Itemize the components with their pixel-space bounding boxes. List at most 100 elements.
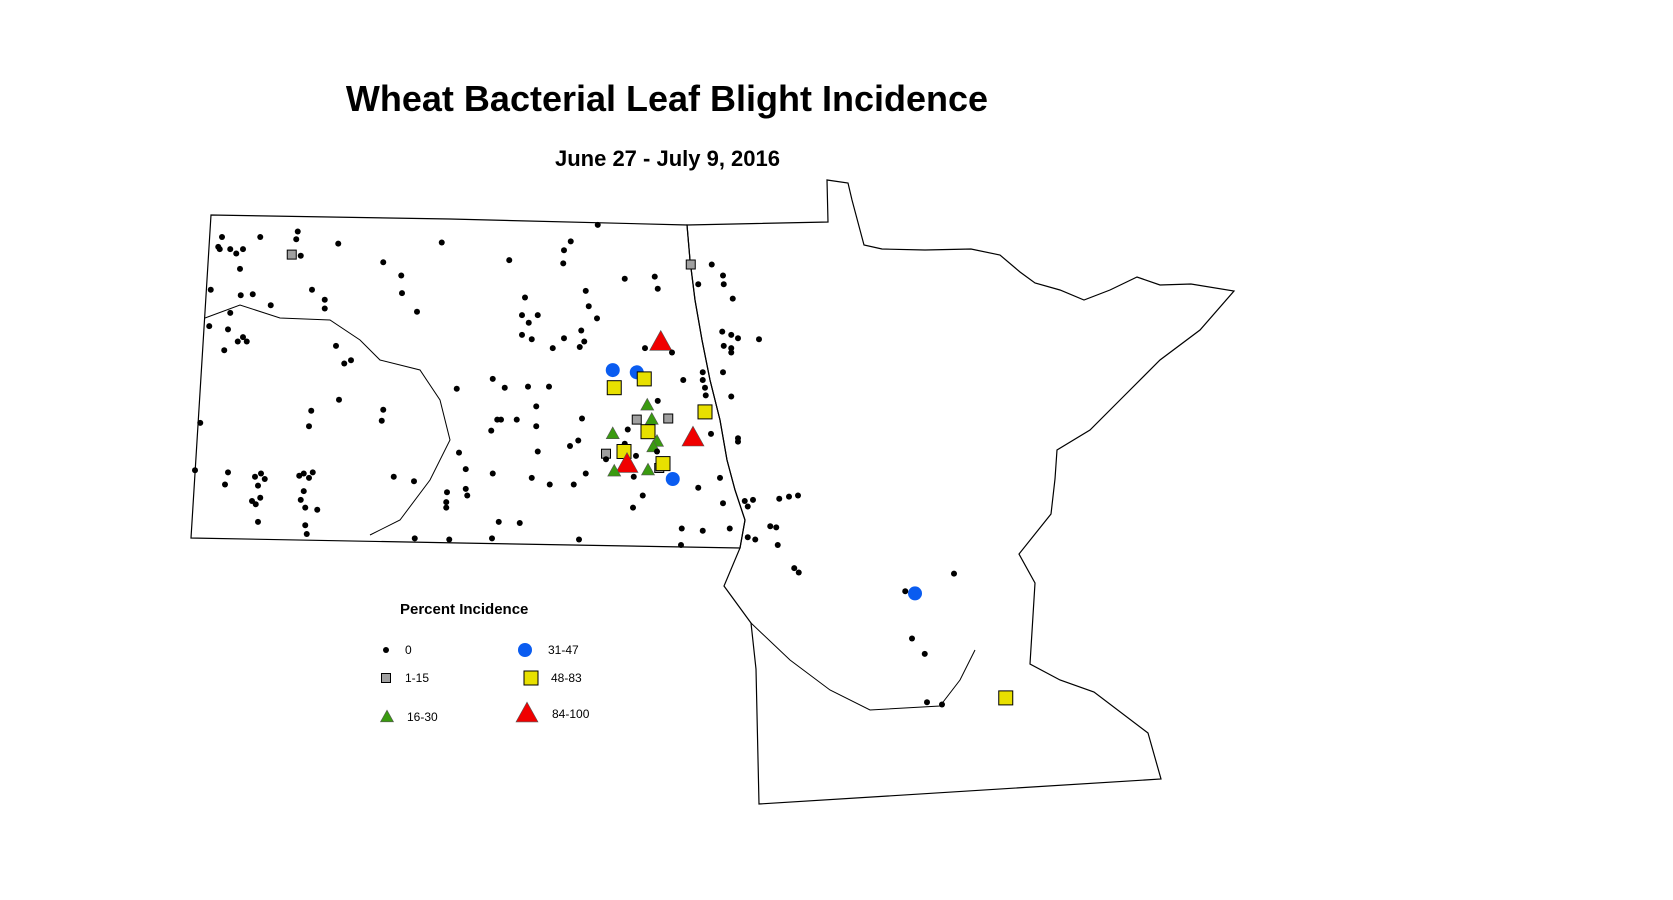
survey-point-square — [640, 424, 656, 440]
survey-point-dot — [297, 252, 304, 259]
survey-point-dot — [924, 699, 930, 706]
survey-point-small-square — [685, 259, 696, 270]
survey-point-dot — [726, 525, 733, 532]
survey-point-dot — [654, 397, 661, 404]
survey-point-small-square — [631, 414, 642, 425]
survey-point-dot — [939, 701, 945, 708]
minnesota-outline — [686, 179, 1236, 805]
survey-point-dot — [735, 438, 741, 445]
survey-point-dot — [333, 342, 339, 349]
survey-point-dot — [581, 338, 588, 345]
survey-point-dot — [695, 281, 702, 288]
survey-point-dot — [255, 482, 261, 489]
survey-point-dot — [309, 286, 315, 293]
survey-point-dot — [774, 542, 781, 548]
survey-point-dot — [720, 272, 726, 279]
survey-point-dot — [237, 292, 244, 299]
survey-point-dot — [206, 323, 213, 330]
survey-point-small-triangle — [605, 426, 620, 439]
survey-point-dot — [378, 417, 385, 424]
survey-point-dot — [621, 275, 628, 282]
survey-point-dot — [221, 347, 228, 354]
legend-label-31-47: 31-47 — [548, 643, 579, 657]
survey-point-dot — [411, 535, 418, 542]
survey-point-dot — [240, 334, 246, 341]
survey-point-dot — [257, 494, 264, 501]
survey-point-dot — [678, 525, 685, 532]
survey-point-dot — [549, 345, 556, 352]
survey-point-dot — [534, 448, 541, 455]
survey-point-dot — [252, 501, 259, 508]
survey-point-dot — [216, 246, 223, 253]
survey-point-dot — [756, 336, 762, 343]
survey-point-dot — [453, 385, 460, 392]
survey-point-dot — [252, 473, 258, 480]
map-title: Wheat Bacterial Leaf Blight Incidence — [345, 78, 989, 119]
survey-point-dot — [669, 349, 675, 356]
survey-point-dot — [495, 518, 502, 525]
survey-point-dot — [594, 315, 600, 322]
survey-point-dot — [546, 383, 552, 390]
survey-point-dot — [489, 535, 495, 542]
survey-point-dot — [719, 328, 726, 335]
survey-point-dot — [297, 496, 304, 503]
legend-label-0: 0 — [405, 643, 412, 657]
survey-point-dot — [767, 523, 774, 530]
legend-symbol-small-triangle — [379, 709, 395, 723]
survey-point-dot — [522, 294, 528, 301]
survey-point-dot — [498, 416, 504, 423]
survey-point-dot — [720, 281, 727, 288]
survey-point-dot — [576, 536, 582, 543]
survey-point-dot — [720, 369, 726, 376]
survey-point-dot — [321, 305, 328, 312]
survey-point-circle — [665, 472, 680, 486]
survey-point-dot — [444, 489, 450, 496]
survey-point-large-triangle — [649, 329, 673, 351]
survey-point-dot — [489, 470, 496, 477]
survey-point-dot — [501, 384, 508, 391]
survey-point-dot — [791, 565, 798, 572]
survey-point-dot — [390, 473, 397, 480]
survey-point-dot — [786, 493, 792, 500]
survey-point-dot — [300, 488, 307, 495]
survey-point-dot — [702, 392, 709, 399]
map-subtitle: June 27 - July 9, 2016 — [554, 146, 781, 171]
survey-point-small-square — [663, 413, 674, 424]
survey-point-dot — [456, 449, 462, 456]
survey-point-dot — [227, 246, 234, 253]
survey-point-dot — [699, 369, 706, 376]
survey-point-dot — [594, 221, 601, 228]
survey-point-circle — [908, 586, 922, 601]
survey-point-dot — [227, 309, 234, 316]
survey-point-dot — [513, 416, 520, 423]
survey-point-dot — [654, 285, 661, 292]
survey-point-dot — [951, 570, 957, 577]
legend-label-1-15: 1-15 — [405, 671, 430, 685]
survey-point-dot — [546, 481, 553, 488]
survey-point-dot — [639, 492, 646, 499]
survey-point-dot — [642, 345, 648, 352]
survey-point-dot — [630, 504, 636, 511]
survey-point-dot — [411, 478, 417, 485]
survey-point-dot — [699, 527, 706, 534]
survey-point-dot — [414, 308, 420, 315]
legend-title: Percent Incidence — [400, 601, 529, 618]
survey-point-dot — [225, 469, 231, 476]
survey-point-dot — [902, 588, 909, 595]
survey-point-dot — [678, 542, 684, 548]
survey-point-square — [606, 380, 622, 396]
survey-point-dot — [506, 257, 513, 264]
survey-point-dot — [306, 474, 312, 481]
survey-point-square — [998, 690, 1014, 706]
survey-point-large-triangle — [615, 451, 639, 473]
survey-point-dot — [578, 327, 585, 334]
survey-point-dot — [702, 384, 708, 391]
survey-point-dot — [488, 427, 495, 434]
survey-point-dot — [197, 419, 204, 426]
survey-point-dot — [728, 393, 735, 400]
survey-point-dot — [380, 259, 387, 266]
survey-point-dot — [699, 377, 706, 383]
survey-point-dot — [438, 239, 445, 246]
survey-point-dot — [534, 312, 541, 319]
survey-point-dot — [294, 228, 301, 235]
